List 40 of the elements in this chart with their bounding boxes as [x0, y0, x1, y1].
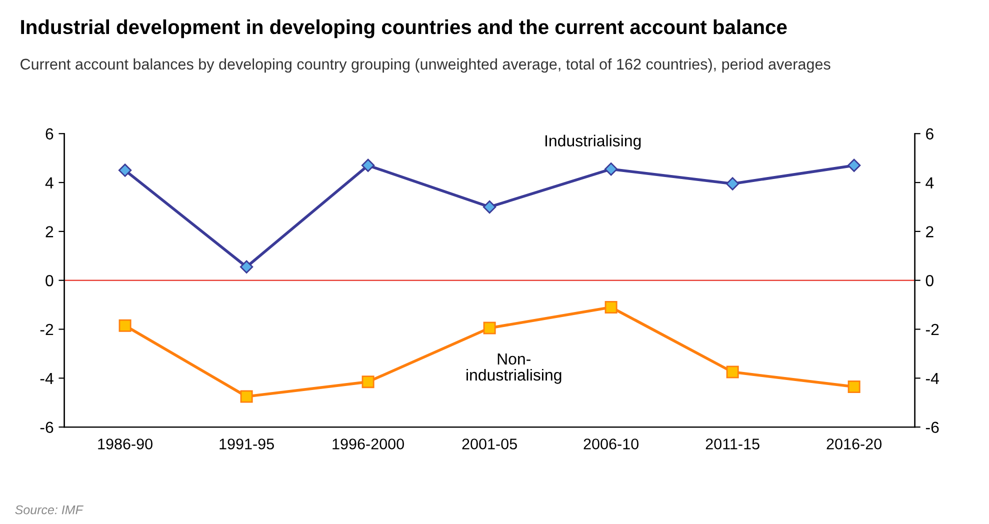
point [362, 376, 374, 388]
point [847, 158, 861, 172]
point [726, 366, 739, 378]
y-tick-label: 0 [46, 274, 54, 286]
y-tick-label: 2 [46, 226, 54, 238]
point [240, 260, 254, 274]
source-note: Source: IMF [15, 505, 84, 514]
y-tick-label: -6 [40, 422, 54, 434]
y2-tick-label: -6 [926, 422, 939, 434]
point [604, 300, 618, 314]
y2-tick-label: -2 [926, 324, 939, 336]
y2-tick-label: 0 [926, 274, 934, 286]
point [848, 380, 860, 393]
y2-tick-label: 4 [926, 177, 934, 188]
x-tick-label: 2006-10 [584, 438, 638, 450]
point [361, 158, 375, 172]
point [482, 200, 496, 214]
point [240, 390, 253, 403]
series-label: Industrialising [545, 134, 641, 150]
y2-tick-label: 6 [926, 128, 934, 140]
x-tick-label: 1986-90 [98, 438, 152, 450]
y-tick-label: -4 [40, 372, 54, 384]
series-label: Non- industrialising [466, 353, 562, 384]
chart-title: Industrial development in developing countries and the current account balance [21, 19, 787, 38]
x-tick-label: 1991-95 [220, 438, 274, 450]
x-tick-label: 1996-2000 [332, 438, 404, 450]
y-tick-label: -2 [40, 324, 54, 336]
point [726, 177, 740, 190]
y-tick-label: 6 [46, 128, 54, 140]
x-tick-label: 2016-20 [826, 438, 882, 450]
point [604, 162, 618, 176]
x-tick-label: 2011-15 [706, 438, 760, 450]
y-tick-label: 4 [45, 177, 54, 188]
chart-subtitle: Current account balances by developing country grouping (unweighted average, total of 162 countries), period averages [20, 58, 830, 73]
y2-tick-label: 2 [926, 226, 934, 238]
point [118, 164, 132, 177]
point [483, 322, 496, 334]
x-tick-label: 2001-05 [462, 438, 517, 450]
point [118, 319, 132, 332]
y2-tick-label: -4 [926, 372, 939, 384]
